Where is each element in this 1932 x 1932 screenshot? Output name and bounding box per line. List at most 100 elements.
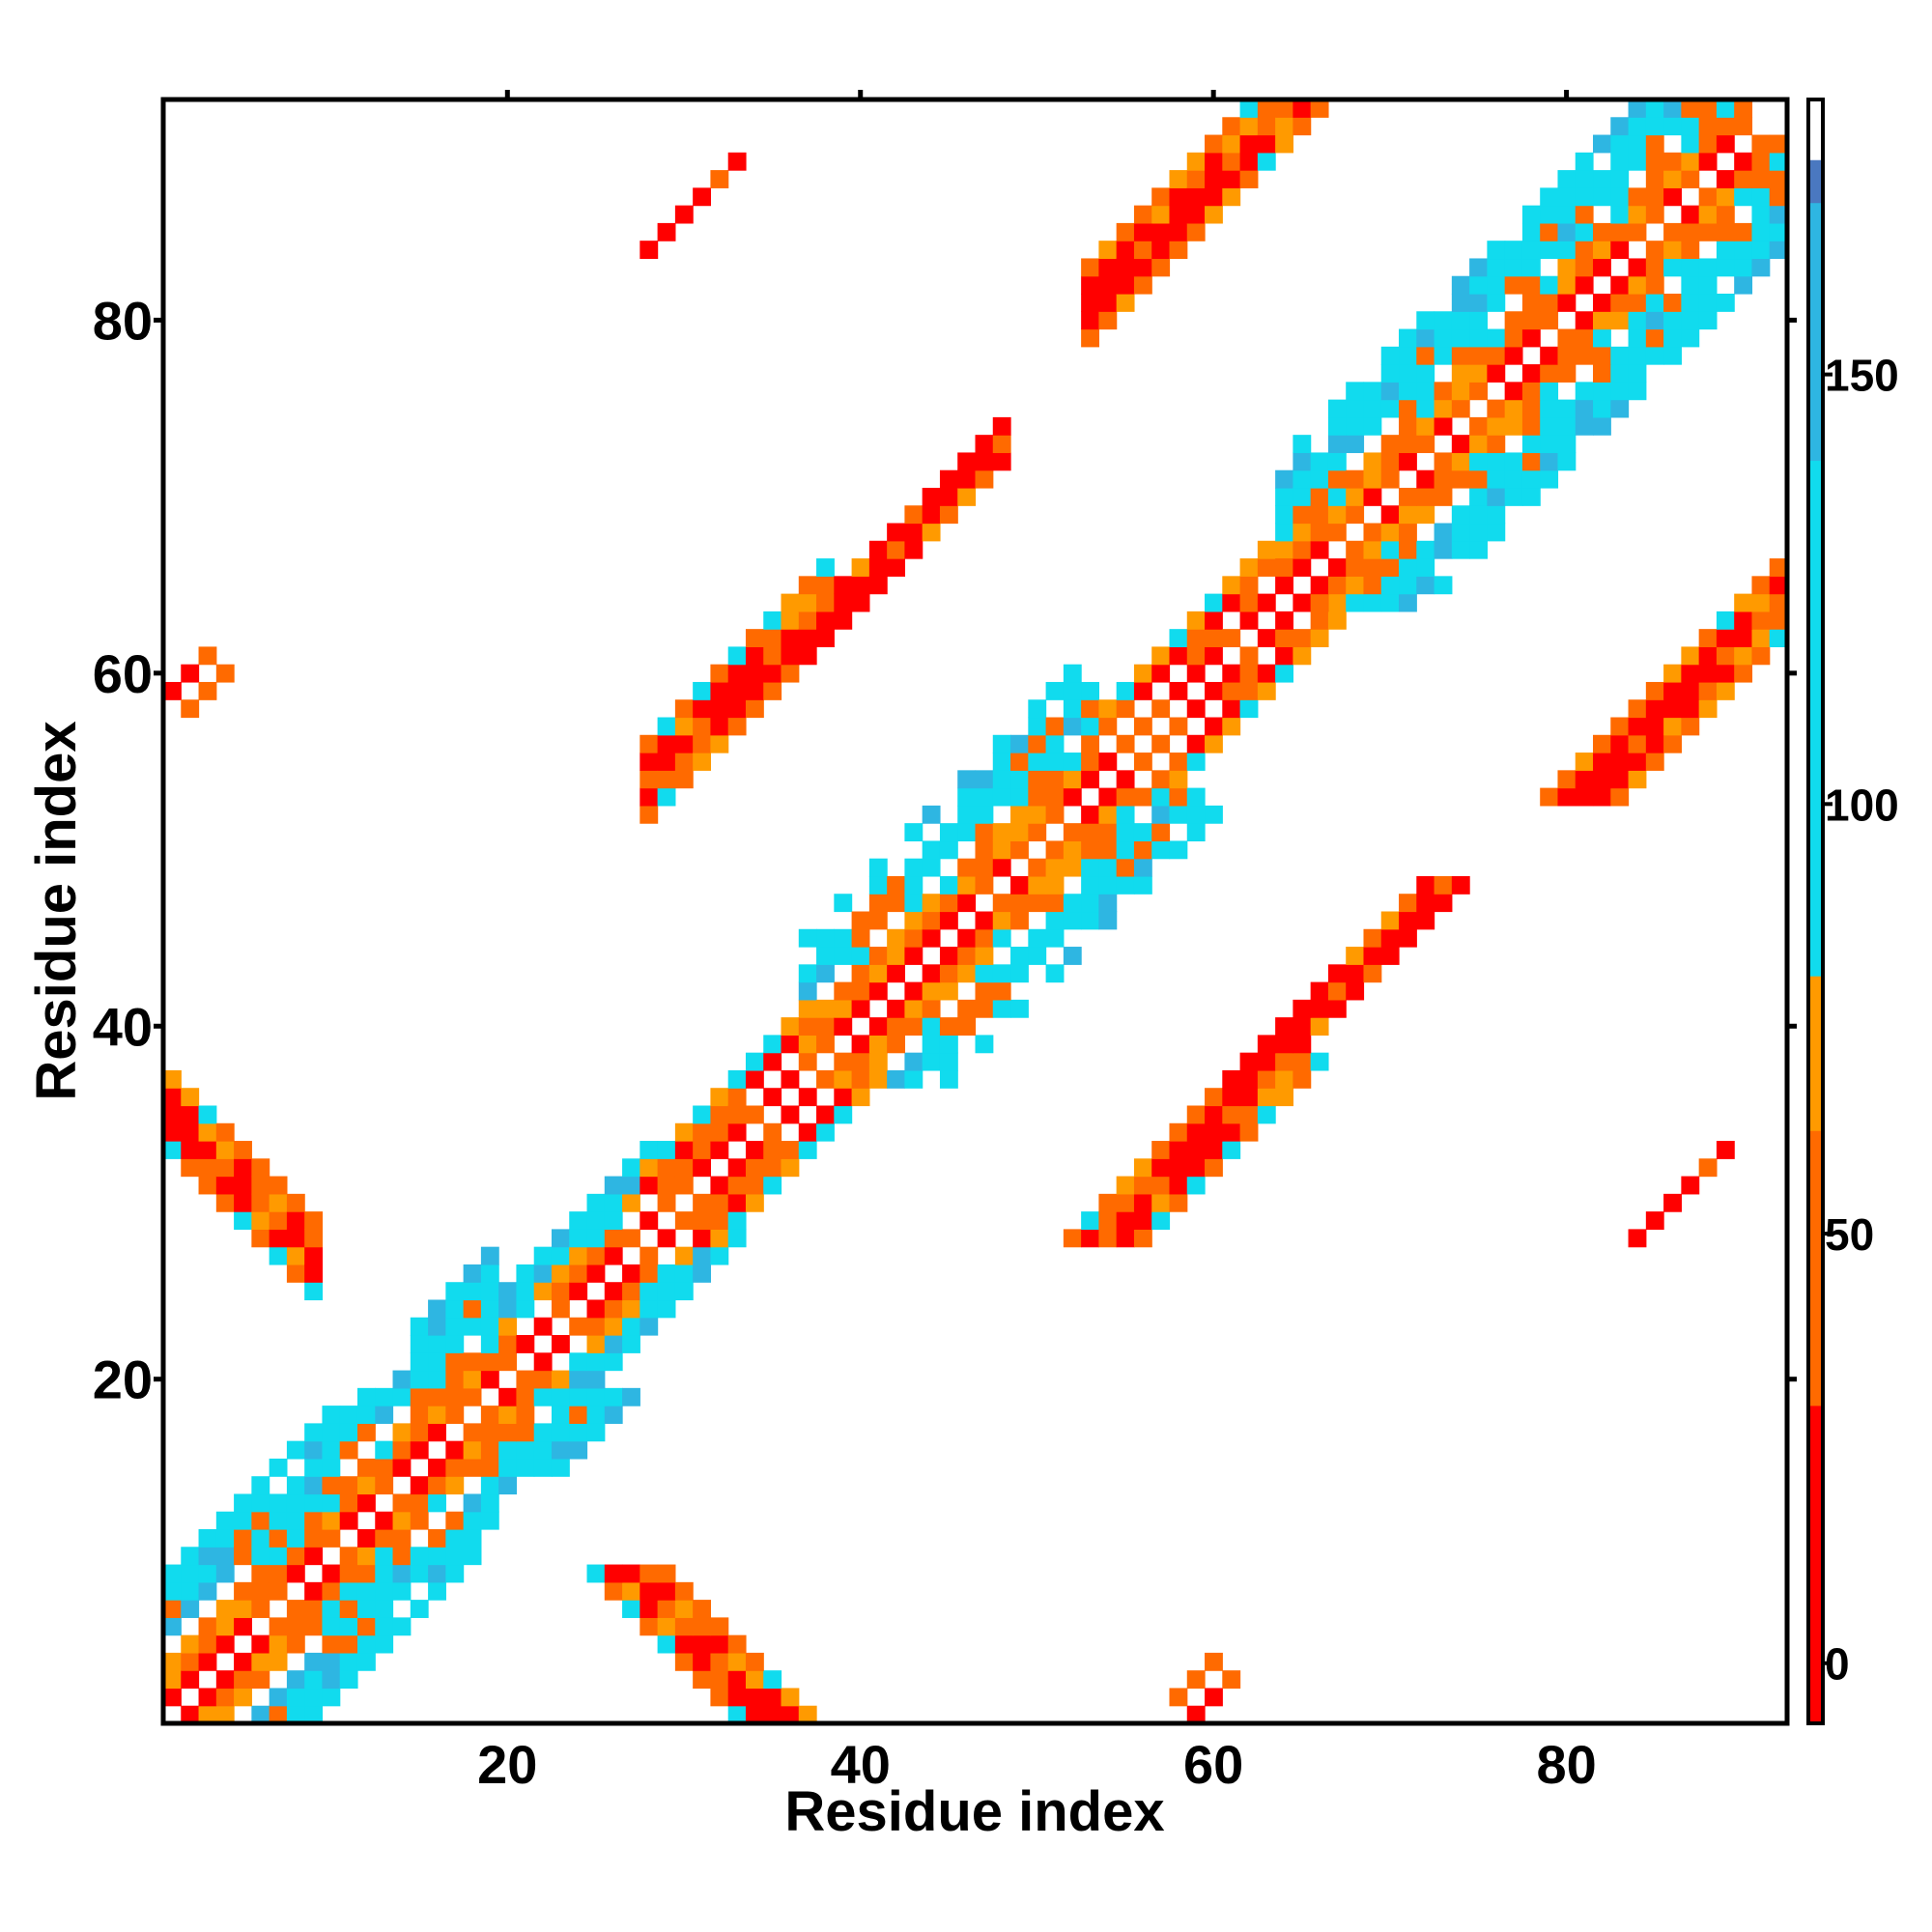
heatmap-cell bbox=[1681, 293, 1700, 312]
heatmap-cell bbox=[957, 894, 977, 913]
heatmap-cell bbox=[639, 734, 659, 753]
heatmap-cell bbox=[1663, 152, 1682, 171]
heatmap-cell bbox=[1205, 629, 1223, 648]
heatmap-cell bbox=[710, 699, 729, 719]
heatmap-cell bbox=[1575, 311, 1594, 330]
heatmap-cell bbox=[1451, 540, 1470, 559]
heatmap-cell bbox=[957, 875, 977, 895]
heatmap-cell bbox=[1645, 117, 1664, 136]
heatmap-cell bbox=[1540, 435, 1559, 454]
heatmap-cell bbox=[1133, 241, 1152, 260]
heatmap-cell bbox=[1681, 99, 1700, 118]
heatmap-cell bbox=[727, 1211, 747, 1230]
heatmap-cell bbox=[1045, 928, 1065, 948]
heatmap-cell bbox=[693, 681, 712, 700]
heatmap-cell bbox=[1399, 505, 1417, 525]
heatmap-cell bbox=[868, 558, 888, 577]
heatmap-cell bbox=[922, 487, 941, 506]
heatmap-cell bbox=[1063, 717, 1082, 736]
heatmap-cell bbox=[392, 1440, 412, 1460]
heatmap-cell bbox=[904, 505, 923, 525]
heatmap-cell bbox=[1293, 593, 1312, 612]
heatmap-cell bbox=[1205, 187, 1223, 207]
heatmap-cell bbox=[1610, 293, 1630, 312]
heatmap-cell bbox=[781, 629, 800, 648]
heatmap-cell bbox=[375, 1406, 394, 1424]
heatmap-cell bbox=[1557, 170, 1577, 188]
heatmap-cell bbox=[1487, 487, 1506, 506]
heatmap-cell bbox=[533, 1440, 553, 1460]
heatmap-cell bbox=[1734, 117, 1753, 136]
heatmap-cell bbox=[304, 1423, 324, 1442]
heatmap-cell bbox=[269, 1246, 288, 1265]
heatmap-cell bbox=[1628, 275, 1647, 295]
heatmap-cell bbox=[1540, 311, 1559, 330]
heatmap-cell bbox=[727, 1069, 747, 1089]
x-tick-label: 20 bbox=[477, 1734, 537, 1795]
heatmap-cell bbox=[693, 1652, 712, 1671]
heatmap-cell bbox=[868, 540, 888, 559]
heatmap-cell bbox=[410, 1406, 429, 1424]
heatmap-cell bbox=[1081, 258, 1099, 277]
heatmap-cell bbox=[1293, 487, 1312, 506]
heatmap-cell bbox=[569, 1423, 588, 1442]
heatmap-cell bbox=[1469, 328, 1488, 348]
heatmap-cell bbox=[1063, 911, 1082, 930]
heatmap-cell bbox=[1504, 328, 1523, 348]
heatmap-cell bbox=[1257, 117, 1276, 136]
heatmap-cell bbox=[569, 1264, 588, 1283]
heatmap-cell bbox=[1769, 187, 1788, 207]
heatmap-cell bbox=[693, 1141, 712, 1159]
heatmap-cell bbox=[198, 1547, 217, 1566]
heatmap-cell bbox=[1363, 523, 1382, 542]
heatmap-cell bbox=[410, 1493, 429, 1513]
colorbar-tick-label: 150 bbox=[1825, 351, 1899, 401]
heatmap-cell bbox=[957, 858, 977, 877]
heatmap-cell bbox=[251, 1511, 270, 1530]
heatmap-cell bbox=[1540, 222, 1559, 242]
heatmap-cell bbox=[1557, 770, 1577, 789]
heatmap-cell bbox=[939, 1035, 958, 1054]
heatmap-cell bbox=[1205, 1141, 1223, 1159]
heatmap-cell bbox=[1628, 293, 1647, 312]
heatmap-cell bbox=[1293, 452, 1312, 471]
heatmap-cell bbox=[339, 1476, 358, 1495]
heatmap-cell bbox=[710, 1211, 729, 1230]
heatmap-cell bbox=[551, 1264, 570, 1283]
heatmap-cell bbox=[1116, 241, 1135, 260]
heatmap-cell bbox=[834, 576, 853, 595]
heatmap-cell bbox=[1681, 328, 1700, 348]
heatmap-cell bbox=[1222, 1670, 1241, 1690]
heatmap-cell bbox=[1521, 452, 1541, 471]
heatmap-cell bbox=[1327, 416, 1347, 436]
heatmap-cell bbox=[1310, 593, 1329, 612]
heatmap-cell bbox=[798, 1035, 817, 1054]
heatmap-cell bbox=[1151, 1158, 1171, 1178]
heatmap-cell bbox=[1751, 222, 1771, 242]
heatmap-cell bbox=[234, 1581, 252, 1601]
heatmap-cell bbox=[1681, 275, 1700, 295]
heatmap-cell bbox=[1434, 523, 1453, 542]
heatmap-cell bbox=[1645, 717, 1664, 736]
heatmap-cell bbox=[1399, 346, 1417, 365]
heatmap-cell bbox=[693, 1264, 712, 1283]
heatmap-cell bbox=[604, 1335, 623, 1353]
heatmap-cell bbox=[851, 1088, 870, 1107]
heatmap-cell bbox=[1734, 629, 1753, 648]
heatmap-cell bbox=[1698, 293, 1718, 312]
heatmap-cell bbox=[304, 1617, 324, 1636]
heatmap-cell bbox=[1380, 469, 1400, 489]
heatmap-cell bbox=[868, 1017, 888, 1036]
heatmap-cell bbox=[1451, 435, 1470, 454]
heatmap-cell bbox=[851, 576, 870, 595]
heatmap-cell bbox=[992, 753, 1011, 771]
heatmap-cell bbox=[251, 1176, 270, 1195]
heatmap-cell bbox=[1451, 505, 1470, 525]
heatmap-cell bbox=[887, 1069, 906, 1089]
heatmap-cell bbox=[445, 1564, 465, 1583]
heatmap-cell bbox=[215, 664, 235, 683]
heatmap-cell bbox=[887, 1017, 906, 1036]
heatmap-cell bbox=[181, 1600, 200, 1618]
heatmap-cell bbox=[1327, 558, 1347, 577]
heatmap-cell bbox=[586, 1335, 606, 1353]
